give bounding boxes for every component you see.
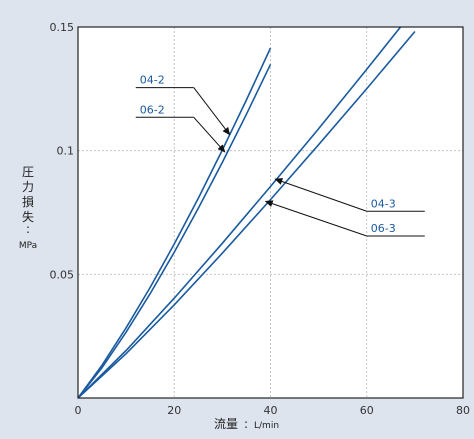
leader-arrow — [193, 116, 226, 153]
x-axis-label: 流量 — [214, 417, 238, 431]
annotation-06-3: 06-3 — [264, 200, 425, 237]
y-axis-label-char: 力 — [22, 180, 34, 194]
x-axis-unit: L/min — [254, 421, 279, 431]
x-tick-label: 0 — [75, 404, 82, 417]
x-axis-separator: : — [244, 417, 248, 431]
tick-labels: 0 20 40 60 80 0.05 0.1 0.15 — [50, 21, 471, 417]
x-tick-label: 40 — [264, 404, 278, 417]
annotation-06-2: 06-2 — [135, 103, 226, 153]
annotation-04-3: 04-3 — [274, 178, 425, 212]
y-axis-unit: MPa — [19, 241, 37, 251]
x-axis-title: 流量 : L/min — [214, 417, 279, 431]
y-axis-label-char: 圧 — [22, 165, 34, 179]
series-annotations: 04-2 06-2 04-3 06-3 — [135, 74, 425, 237]
series-label: 04-2 — [140, 74, 165, 87]
grid-lines — [78, 27, 463, 398]
leader-arrow — [274, 178, 367, 212]
leader-arrow — [264, 200, 367, 237]
y-tick-label: 0.1 — [57, 145, 75, 158]
annotation-04-2: 04-2 — [135, 74, 231, 136]
plot-frame — [77, 26, 464, 399]
series-line-04-3 — [78, 27, 402, 398]
series-line-04-2 — [78, 47, 272, 398]
x-tick-label: 20 — [167, 404, 181, 417]
y-tick-label: 0.05 — [50, 268, 75, 281]
series-line-06-3 — [78, 30, 416, 398]
x-tick-label: 80 — [456, 404, 470, 417]
series-label: 06-3 — [371, 222, 396, 235]
y-tick-label: 0.15 — [50, 21, 75, 34]
y-axis-separator: : — [26, 222, 30, 236]
series-label: 06-2 — [140, 103, 165, 116]
series-label: 04-3 — [371, 197, 396, 210]
series-lines — [78, 27, 416, 398]
y-axis-label-char: 損 — [22, 194, 34, 209]
x-tick-label: 60 — [360, 404, 374, 417]
y-axis-label-char: 失 — [22, 209, 34, 224]
series-line-06-2 — [78, 63, 272, 398]
leader-arrow — [193, 87, 231, 136]
